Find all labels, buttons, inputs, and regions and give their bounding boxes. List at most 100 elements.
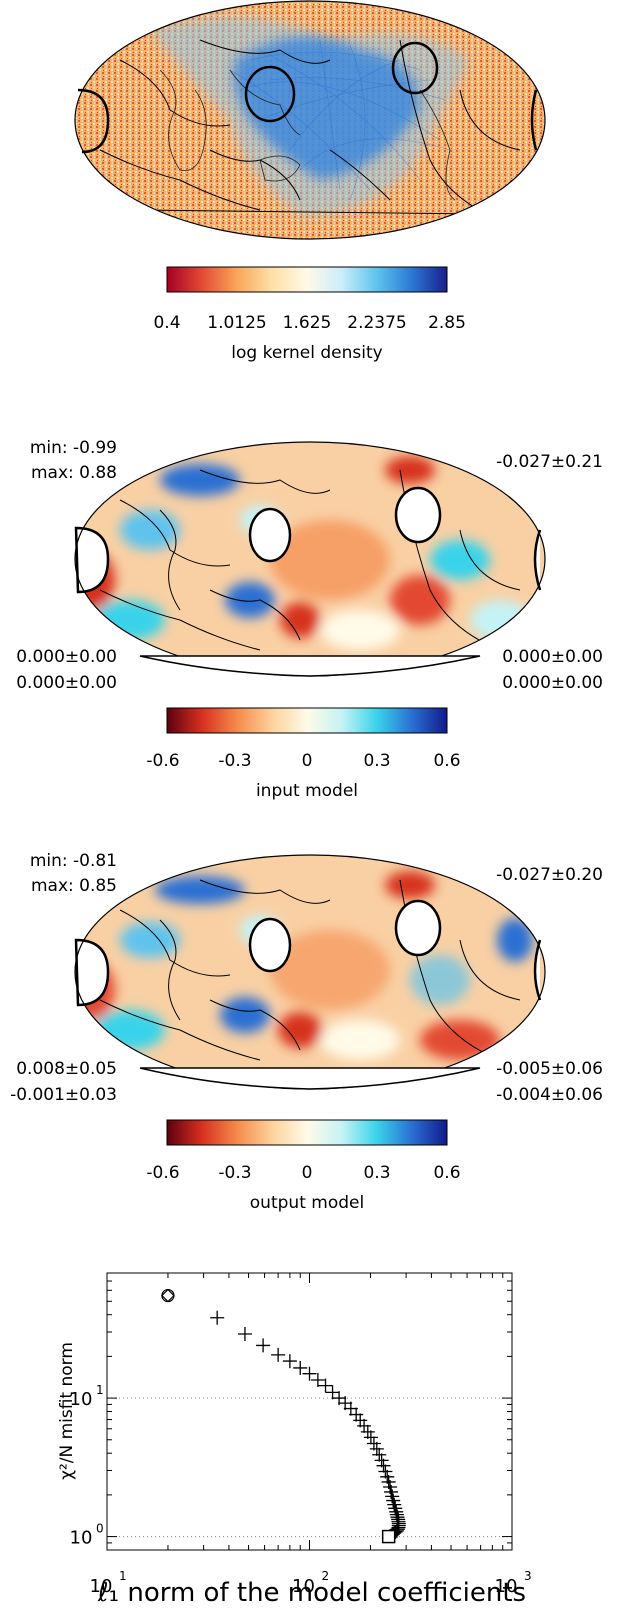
colorbar-tick: 0.6 xyxy=(433,1163,460,1183)
data-point xyxy=(378,1464,393,1479)
colorbar-gradient xyxy=(166,707,448,734)
ray-coverage-region xyxy=(150,17,470,216)
stat-max: max: 0.88 xyxy=(31,463,117,483)
colorbar-tick: -0.3 xyxy=(218,1163,251,1183)
stat-max: max: 0.85 xyxy=(31,876,117,896)
ellipse-marker xyxy=(391,41,439,95)
stat-right-2: 0.000±0.00 xyxy=(502,673,603,693)
data-point xyxy=(256,1338,271,1353)
colorbar-label: log kernel density xyxy=(231,343,382,363)
data-point xyxy=(388,1501,403,1516)
data-point xyxy=(353,1413,368,1428)
stat-left-2: -0.001±0.03 xyxy=(10,1085,117,1105)
data-point xyxy=(302,1366,317,1381)
colorbar-tick: 2.2375 xyxy=(347,313,406,333)
axis-tick-labels: 10 1 10 2 10 310 010 1 xyxy=(70,1383,532,1597)
colorbar-gradient xyxy=(166,1119,448,1146)
x-tick-label: 10 xyxy=(292,1576,315,1597)
end-point-square xyxy=(381,1529,396,1544)
colorbar-tick: 0.6 xyxy=(433,751,460,771)
grid-lines xyxy=(107,1397,512,1538)
kernel-density-map xyxy=(74,0,546,240)
start-point-diamond xyxy=(161,1288,175,1303)
ellipse-marker xyxy=(394,486,442,544)
x-tick-label: 10 xyxy=(495,1576,518,1597)
y-tick-exponent: 1 xyxy=(96,1383,104,1397)
y-tick-label: 10 xyxy=(70,1389,93,1410)
ellipse-marker xyxy=(248,507,292,563)
data-point xyxy=(372,1447,387,1462)
data-point xyxy=(293,1360,308,1375)
input-colorbar: -0.6 -0.3 0 0.3 0.6 input model xyxy=(146,707,461,801)
stat-mean: -0.027±0.20 xyxy=(496,865,603,885)
data-points xyxy=(161,1288,406,1544)
data-point xyxy=(338,1396,353,1411)
data-point xyxy=(310,1373,325,1388)
data-point xyxy=(389,1504,404,1519)
ellipse-marker xyxy=(74,938,110,1007)
data-point xyxy=(357,1418,372,1433)
x-axis-label: ℓ₁ norm of the model coefficients xyxy=(97,1578,526,1606)
y-tick-exponent: 0 xyxy=(96,1522,104,1536)
stat-min: min: -0.99 xyxy=(30,438,117,458)
colorbar-tick: 0 xyxy=(302,751,313,771)
colorbar-tick: 0.3 xyxy=(363,1163,390,1183)
input-model-map xyxy=(74,441,546,677)
stat-right-1: -0.005±0.06 xyxy=(496,1059,603,1079)
data-point xyxy=(343,1401,358,1416)
data-point xyxy=(363,1430,378,1445)
data-point xyxy=(282,1354,297,1369)
x-tick-exponent: 1 xyxy=(119,1569,127,1583)
colorbar-gradient xyxy=(166,266,448,293)
colorbar-tick: 1.0125 xyxy=(207,313,266,333)
output-model-map xyxy=(74,854,546,1090)
colorbar-tick: 0 xyxy=(302,1163,313,1183)
colorbar-tick: -0.6 xyxy=(146,1163,179,1183)
data-point xyxy=(360,1424,375,1439)
data-point xyxy=(271,1347,286,1362)
x-tick-label: 10 xyxy=(90,1576,113,1597)
ellipse-marker xyxy=(244,65,296,123)
colorbar-tick: 0.4 xyxy=(153,313,180,333)
colorbar-tick: 2.85 xyxy=(428,313,466,333)
data-point xyxy=(325,1385,340,1400)
stat-right-1: 0.000±0.00 xyxy=(502,647,603,667)
data-point xyxy=(369,1441,384,1456)
stat-left-1: 0.008±0.05 xyxy=(16,1059,117,1079)
data-point xyxy=(366,1436,381,1451)
colorbar-tick: -0.6 xyxy=(146,751,179,771)
ellipse-marker xyxy=(394,899,442,957)
data-point xyxy=(318,1378,333,1393)
y-axis-label: χ²/N misfit norm xyxy=(57,1342,77,1480)
plate-boundaries xyxy=(99,39,521,221)
colorbar-label: output model xyxy=(250,1193,364,1213)
x-tick-exponent: 3 xyxy=(524,1569,532,1583)
data-point xyxy=(386,1493,401,1508)
start-point-circle xyxy=(161,1288,175,1303)
output-colorbar: -0.6 -0.3 0 0.3 0.6 output model xyxy=(146,1119,461,1213)
kernel-colorbar: 0.4 1.0125 1.625 2.2375 2.85 log kernel … xyxy=(153,266,466,363)
stat-left-1: 0.000±0.00 xyxy=(16,647,117,667)
coastlines xyxy=(159,69,456,201)
axis-ticks xyxy=(106,1272,512,1551)
plot-frame xyxy=(106,1272,513,1551)
data-point xyxy=(210,1310,225,1325)
l-curve-chart: 10 1 10 2 10 310 010 1 χ²/N misfit norm ℓ₁ norm… xyxy=(57,1272,532,1608)
colorbar-tick: 0.3 xyxy=(363,751,390,771)
data-point xyxy=(237,1327,252,1342)
stat-left-2: 0.000±0.00 xyxy=(16,673,117,693)
y-tick-label: 10 xyxy=(70,1528,93,1549)
data-point xyxy=(387,1497,402,1512)
ellipse-marker xyxy=(248,917,292,973)
x-tick-exponent: 2 xyxy=(322,1569,330,1583)
data-point xyxy=(376,1458,391,1473)
ellipse-marker xyxy=(74,526,110,594)
ellipse-marker xyxy=(77,88,110,154)
stat-right-2: -0.004±0.06 xyxy=(496,1085,603,1105)
colorbar-tick: -0.3 xyxy=(218,751,251,771)
stat-mean: -0.027±0.21 xyxy=(496,452,603,472)
stat-min: min: -0.81 xyxy=(30,851,117,871)
colorbar-tick: 1.625 xyxy=(283,313,332,333)
colorbar-label: input model xyxy=(256,781,358,801)
